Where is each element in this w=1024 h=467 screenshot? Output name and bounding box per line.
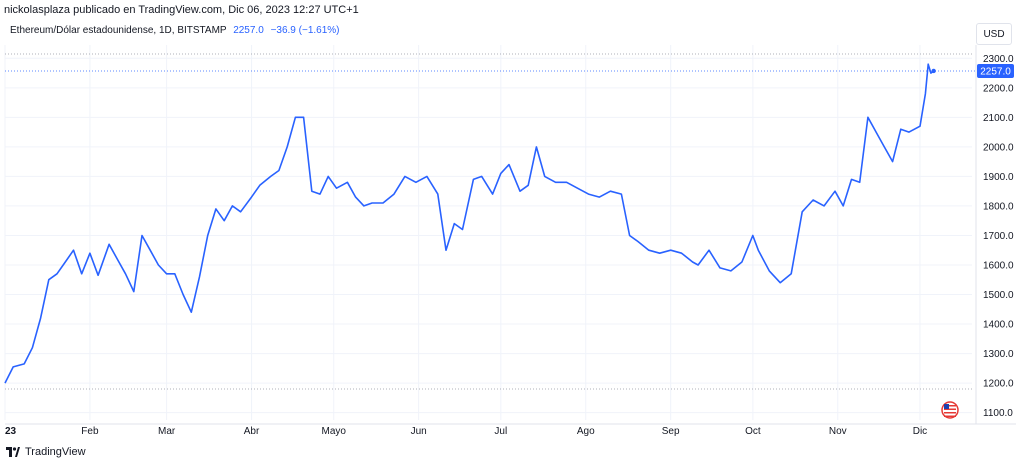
y-tick-label: 2300.0	[983, 54, 1014, 65]
y-tick-label: 1300.0	[983, 349, 1014, 360]
tradingview-logo-icon	[6, 447, 20, 457]
y-tick-label: 1400.0	[983, 320, 1014, 331]
y-tick-label: 1800.0	[983, 201, 1014, 212]
y-tick-label: 2100.0	[983, 113, 1014, 124]
us-flag-icon	[941, 401, 959, 419]
y-tick-label: 1700.0	[983, 231, 1014, 242]
x-tick-label: Mar	[158, 426, 176, 437]
x-tick-label: 23	[5, 426, 17, 437]
x-tick-label: Jun	[411, 426, 427, 437]
symbol-title: Ethereum/Dólar estadounidense, 1D, BITST…	[10, 25, 227, 36]
price-change: −36.9 (−1.61%)	[270, 25, 340, 36]
price-series-line	[4, 63, 935, 384]
y-tick-label: 1900.0	[983, 172, 1014, 183]
brand-label: TradingView	[25, 446, 86, 458]
x-tick-label: Mayo	[321, 426, 346, 437]
y-tick-label: 1500.0	[983, 290, 1014, 301]
last-price-dot	[931, 68, 936, 74]
symbol-legend: Ethereum/Dólar estadounidense, 1D, BITST…	[10, 25, 340, 36]
last-price-label: 2257.0	[980, 66, 1011, 77]
y-tick-label: 1100.0	[983, 408, 1013, 419]
x-tick-label: Abr	[244, 426, 260, 437]
x-tick-label: Sep	[662, 426, 680, 437]
tradingview-brand[interactable]: TradingView	[6, 446, 86, 458]
y-tick-label: 2000.0	[983, 142, 1014, 153]
x-tick-label: Dic	[913, 426, 927, 437]
x-tick-label: Jul	[494, 426, 507, 437]
y-tick-label: 1200.0	[983, 379, 1014, 390]
last-price-tag	[977, 63, 1014, 78]
publisher-caption: nickolasplaza publicado en TradingView.c…	[4, 4, 359, 16]
y-tick-label: 2200.0	[983, 83, 1014, 94]
y-tick-label: 1600.0	[983, 260, 1014, 271]
currency-button[interactable]: USD	[976, 23, 1012, 45]
x-tick-label: Oct	[745, 426, 761, 437]
x-tick-label: Ago	[577, 426, 595, 437]
x-tick-label: Nov	[829, 426, 847, 437]
last-price: 2257.0	[233, 25, 264, 36]
x-tick-label: Feb	[81, 426, 99, 437]
